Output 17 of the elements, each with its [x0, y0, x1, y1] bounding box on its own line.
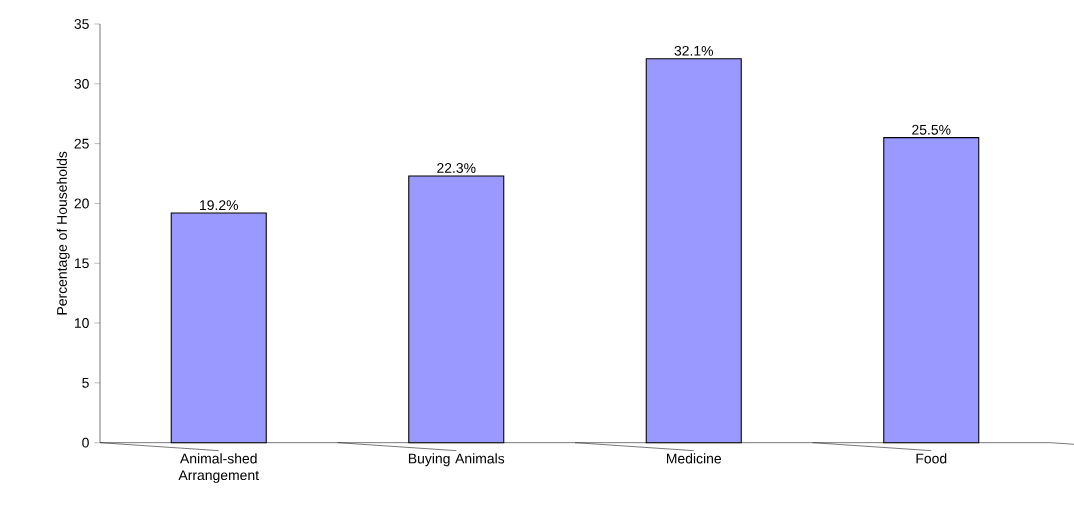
data-label: 32.1% — [674, 45, 714, 56]
y-tick-label: 35 — [74, 19, 89, 29]
y-tick-label: 0 — [82, 437, 89, 448]
x-tick-label: Buying Animals — [408, 453, 505, 467]
y-tick-label: 5 — [82, 378, 89, 388]
x-tick-label: Animal-shed Arrangement — [178, 453, 259, 483]
y-axis-title: Percentage of Households — [56, 151, 70, 315]
y-tick-label: 30 — [74, 78, 89, 89]
x-tick-label: Food — [916, 453, 947, 464]
y-tick-label: 25 — [74, 138, 89, 149]
y-tick-label: 20 — [74, 198, 89, 209]
data-label: 25.5% — [912, 124, 951, 135]
y-tick-label: 10 — [74, 318, 89, 328]
x-tick-label: Medicine — [666, 453, 722, 464]
data-label: 19.2% — [200, 200, 239, 211]
y-tick-label: 15 — [74, 258, 89, 269]
data-label: 22.3% — [437, 163, 476, 173]
